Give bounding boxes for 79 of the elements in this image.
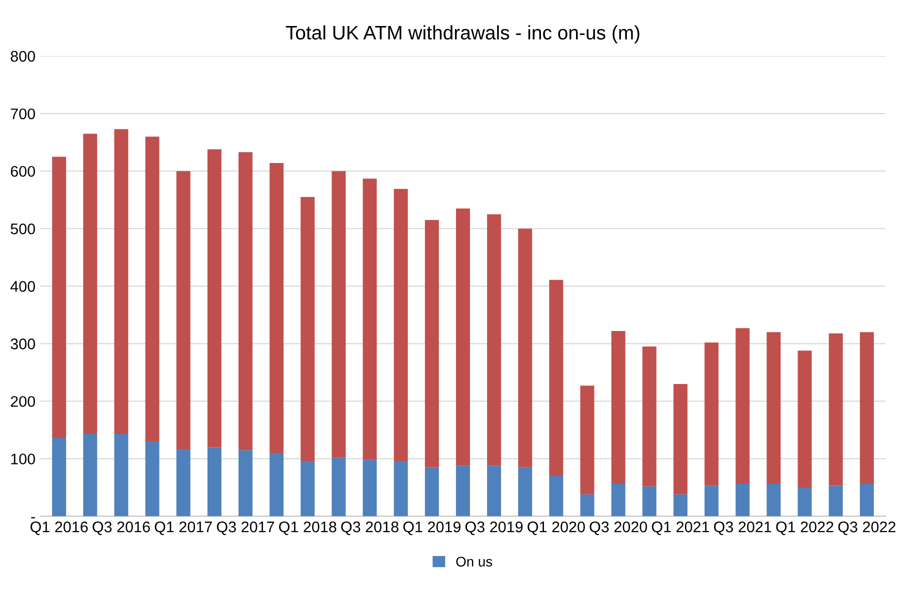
bar — [456, 466, 470, 516]
bar — [52, 156, 66, 438]
bar — [394, 461, 408, 516]
bar — [549, 476, 564, 516]
bar — [456, 208, 470, 466]
bar — [642, 486, 656, 516]
bar — [611, 483, 626, 516]
bar — [332, 458, 346, 516]
bar — [207, 149, 222, 448]
bar — [332, 171, 346, 458]
bar — [270, 452, 284, 516]
bar — [52, 438, 66, 516]
bar — [300, 196, 315, 462]
bar — [580, 494, 594, 516]
bar — [176, 448, 190, 516]
bar — [798, 487, 812, 516]
x-tick-label: Q1 2018 — [279, 522, 336, 536]
x-tick-label: Q1 2017 — [154, 522, 212, 536]
x-tick-label: Q3 2018 — [341, 522, 398, 536]
x-tick-label: Q3 2019 — [465, 522, 523, 536]
bar — [704, 342, 719, 486]
bar — [487, 466, 502, 516]
x-tick-label: Q1 2019 — [403, 522, 460, 536]
x-tick-label: Q1 2016 — [30, 522, 88, 536]
y-tick-label: 200 — [10, 396, 35, 407]
bar — [238, 152, 252, 450]
y-tick-label: 800 — [10, 50, 35, 62]
legend-label: On us — [456, 556, 492, 567]
y-tick-label: 500 — [10, 223, 35, 234]
bar — [549, 280, 564, 476]
y-tick-label: 100 — [11, 454, 35, 464]
bar — [487, 214, 502, 466]
bar — [518, 228, 532, 468]
bar — [270, 163, 284, 453]
y-tick-label: - — [31, 517, 35, 518]
bar — [860, 483, 874, 516]
chart-title: Total UK ATM withdrawals - inc on-us (m) — [286, 25, 640, 44]
bar — [424, 467, 439, 516]
x-tick-label: Q3 2016 — [92, 522, 150, 536]
bar — [145, 136, 160, 442]
y-tick-label: 300 — [10, 338, 35, 350]
bar — [611, 331, 626, 484]
bar — [704, 486, 719, 516]
bar — [642, 346, 656, 486]
bar — [207, 447, 222, 516]
y-tick-label: 400 — [10, 281, 35, 292]
bar — [736, 483, 750, 516]
x-tick-label: Q3 2021 — [714, 522, 772, 536]
bar — [238, 450, 252, 516]
x-tick-label: Q1 2020 — [528, 522, 585, 536]
bar — [766, 483, 781, 516]
bar — [798, 350, 812, 488]
bar — [83, 434, 98, 516]
bar — [300, 461, 315, 516]
x-tick-label: Q1 2022 — [776, 522, 834, 536]
bar — [114, 129, 128, 434]
y-tick-label: 700 — [10, 108, 35, 120]
bar — [828, 486, 843, 516]
bar — [518, 467, 532, 516]
bar — [766, 332, 781, 484]
bar — [362, 178, 377, 460]
y-tick-label: 600 — [10, 166, 35, 177]
bar — [114, 434, 128, 516]
bar — [673, 384, 688, 494]
bar — [145, 441, 160, 516]
bar — [673, 494, 688, 516]
bar — [362, 460, 377, 516]
x-tick-label: Q3 2017 — [216, 522, 274, 536]
bar — [580, 386, 594, 494]
bar — [394, 188, 408, 462]
bar — [424, 220, 439, 468]
bar — [828, 333, 843, 486]
bar — [860, 332, 874, 484]
x-tick-label: Q1 2021 — [652, 522, 710, 536]
bar — [736, 328, 750, 484]
x-tick-label: Q3 2020 — [590, 522, 648, 536]
bar — [83, 134, 98, 434]
bar — [176, 171, 190, 449]
x-tick-label: Q3 2022 — [838, 522, 896, 536]
